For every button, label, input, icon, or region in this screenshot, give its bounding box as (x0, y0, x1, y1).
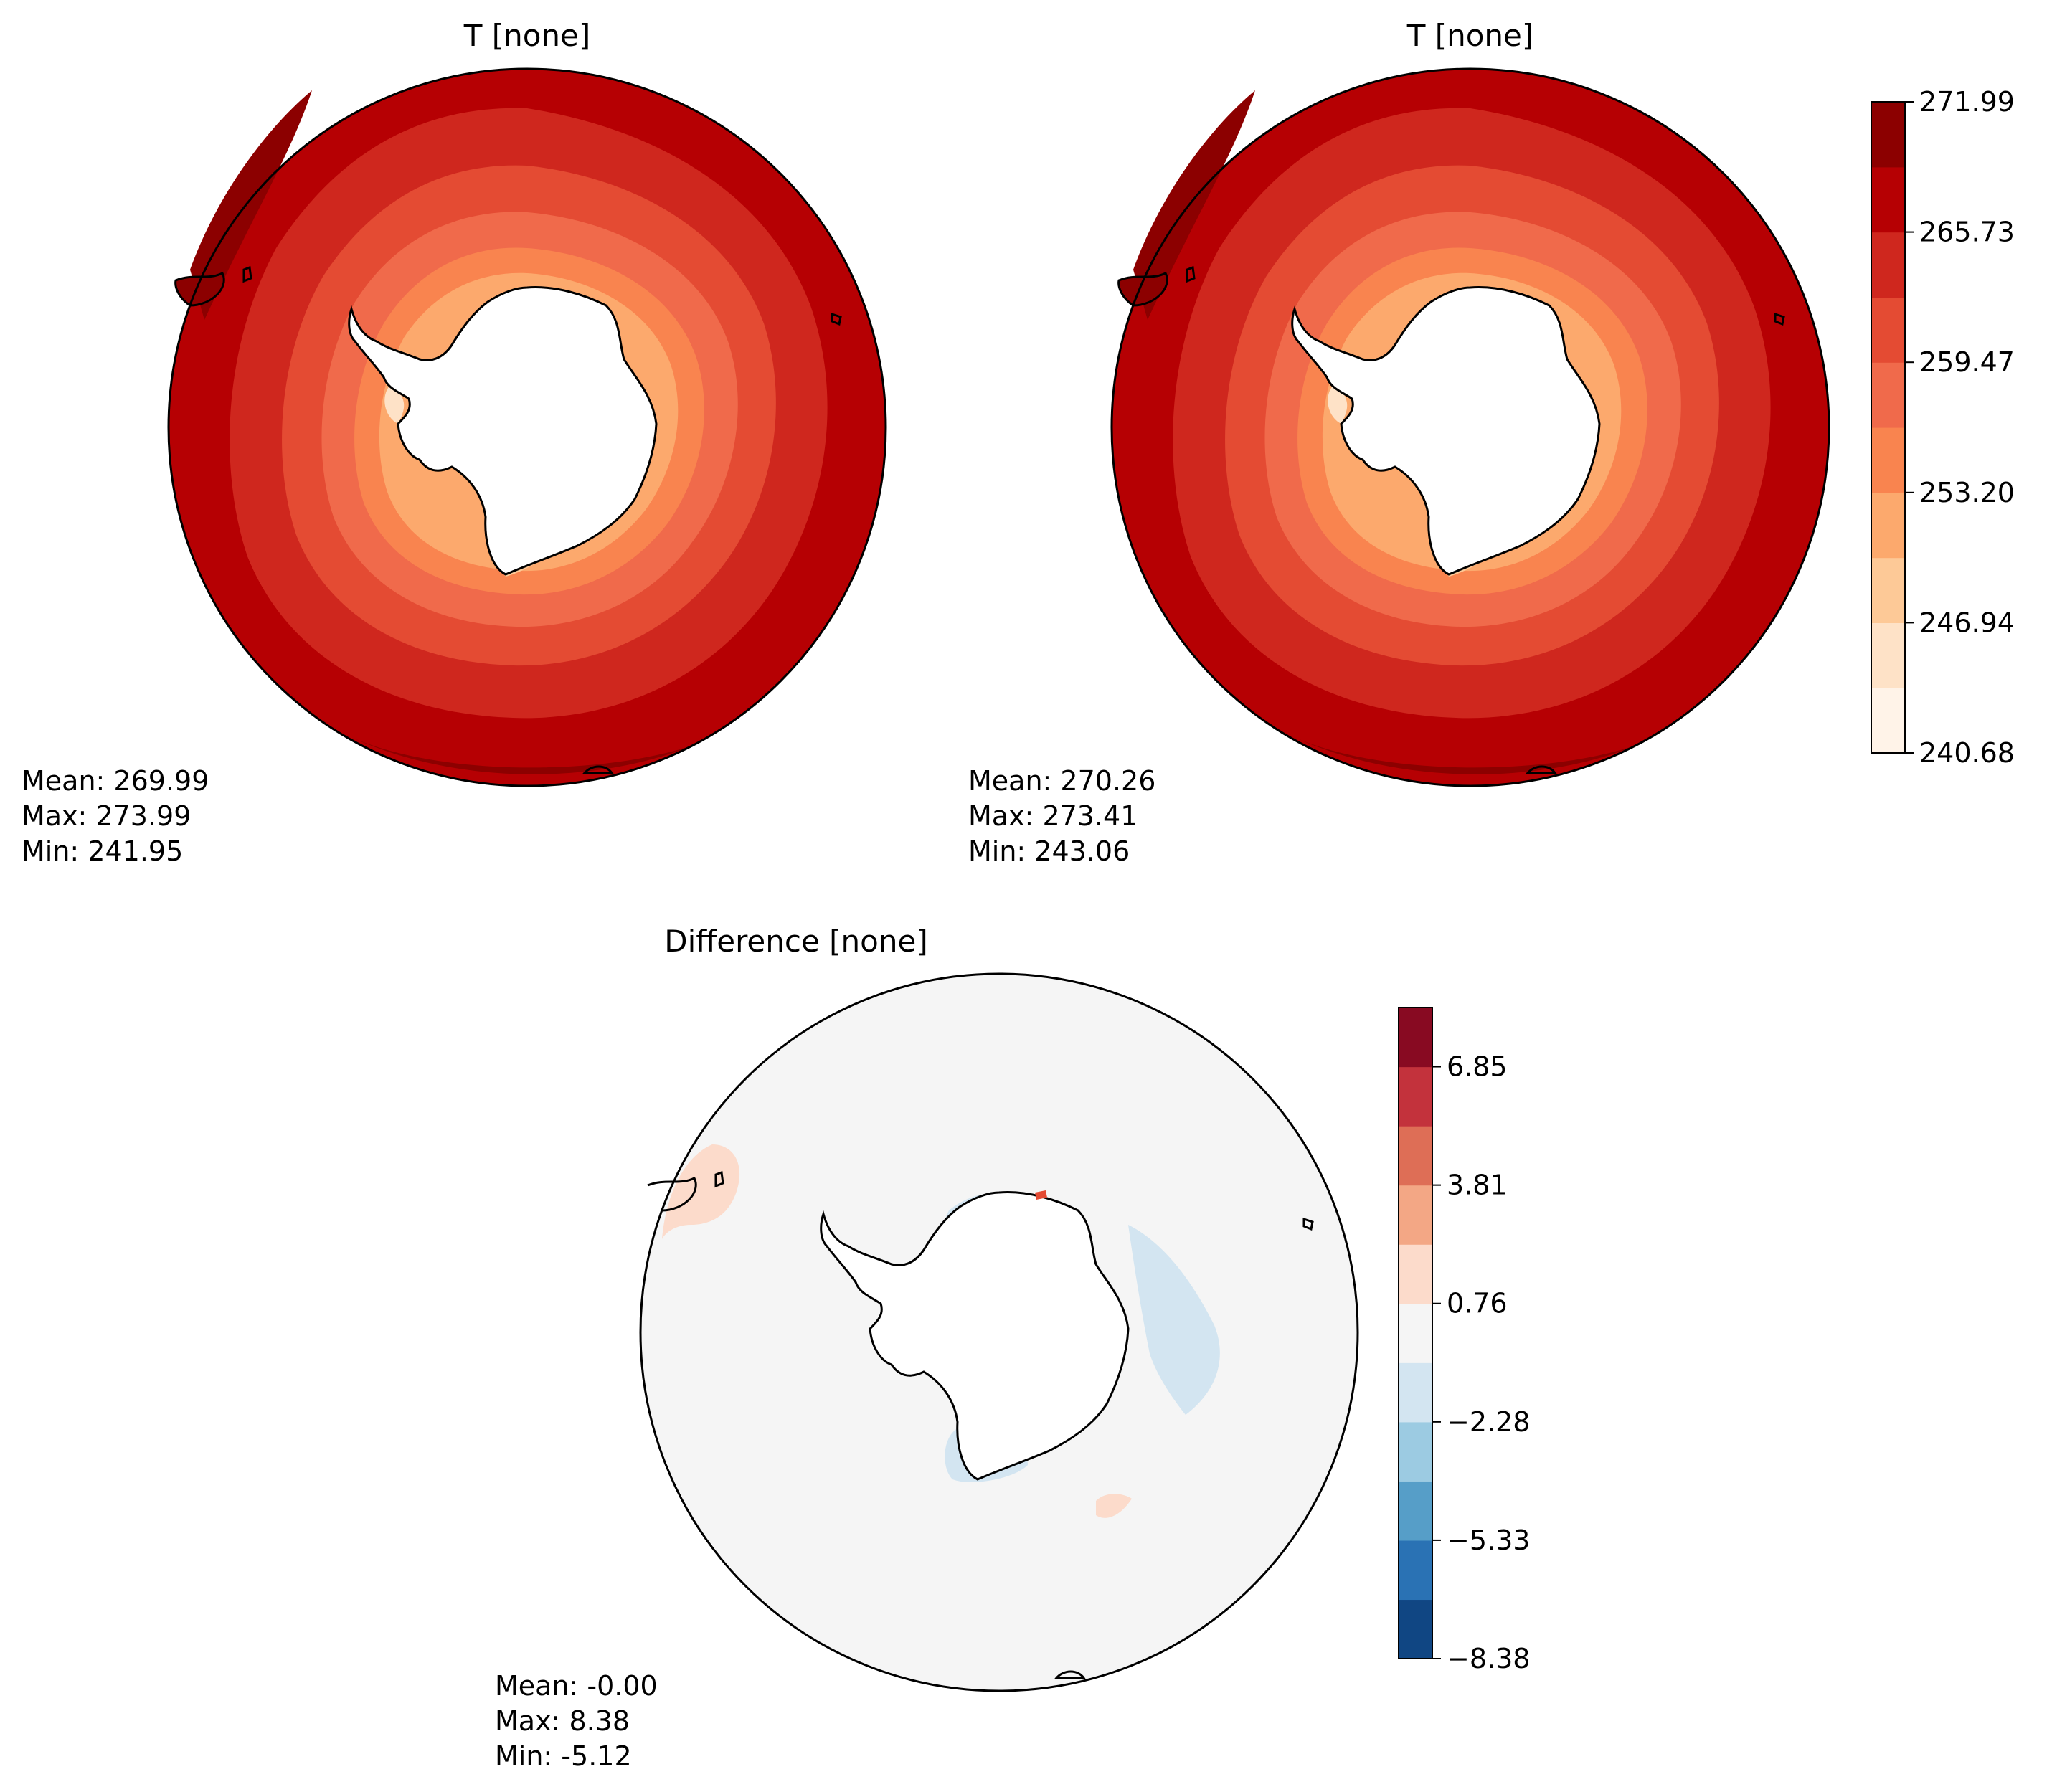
stat-max: Max: 8.38 (495, 1705, 630, 1737)
stat-min: Min: -5.12 (495, 1740, 632, 1772)
colorbar-tick-label: 246.94 (1919, 607, 2015, 638)
stat-max: Max: 273.41 (968, 800, 1138, 832)
colorbar-swatch (1871, 622, 1905, 688)
colorbar-tick-label: 253.20 (1919, 477, 2015, 508)
colorbar-swatch (1399, 1599, 1432, 1659)
colorbar-swatch (1399, 1066, 1432, 1127)
map-panel-difference: Difference [none] Mean: -0.00 Max: 8.38 … (495, 924, 1359, 1772)
colorbar-tick-label: 271.99 (1919, 86, 2015, 118)
colorbar-swatch (1871, 362, 1905, 428)
colorbar-swatch (1399, 1126, 1432, 1186)
map-panel-left: T [none] Mean: 269.99 Max: 273.99 Min: 2… (22, 18, 887, 867)
colorbar-swatch (1871, 297, 1905, 363)
colorbar-tick-label: −2.28 (1447, 1406, 1530, 1438)
colorbar-tick-label: −8.38 (1447, 1643, 1530, 1674)
colorbar-swatch (1871, 166, 1905, 233)
colorbar-swatch (1871, 492, 1905, 559)
stat-max: Max: 273.99 (22, 800, 191, 832)
colorbar-swatch (1399, 1421, 1432, 1482)
stat-mean: Mean: 269.99 (22, 765, 209, 797)
panel-title: T [none] (463, 18, 591, 53)
colorbar-tick-label: 3.81 (1447, 1170, 1508, 1201)
colorbar-swatch (1399, 1303, 1432, 1363)
colorbar-swatch (1399, 1481, 1432, 1541)
map-panel-right: T [none] Mean: 270.26 Max: 273.41 Min: 2… (968, 18, 1830, 867)
colorbar-tick-label: 0.76 (1447, 1288, 1508, 1319)
stat-min: Min: 243.06 (968, 835, 1130, 867)
stat-mean: Mean: 270.26 (968, 765, 1155, 797)
stat-min: Min: 241.95 (22, 835, 183, 867)
colorbar-swatch (1399, 1362, 1432, 1423)
colorbar-swatch (1399, 1540, 1432, 1601)
colorbar-tick-label: 259.47 (1919, 346, 2015, 378)
colorbar-tick-label: 265.73 (1919, 217, 2015, 248)
colorbar-difference: −8.38 −5.33 −2.28 0.76 3.81 6.85 (1398, 1007, 1530, 1674)
polar-map (639, 972, 1359, 1692)
colorbar-swatch (1399, 1244, 1432, 1304)
colorbar-swatch (1871, 557, 1905, 623)
colorbar-swatch (1871, 427, 1905, 493)
panel-title: T [none] (1406, 18, 1534, 53)
colorbar-swatch (1871, 232, 1905, 298)
colorbar-swatch (1399, 1008, 1432, 1068)
colorbar-swatch (1871, 102, 1905, 168)
panel-title: Difference [none] (664, 924, 927, 959)
stat-mean: Mean: -0.00 (495, 1670, 658, 1702)
colorbar-tick-label: −5.33 (1447, 1525, 1530, 1556)
colorbar-tick-label: 6.85 (1447, 1051, 1508, 1083)
colorbar-swatch (1399, 1185, 1432, 1245)
colorbar-temperature: 240.68 246.94 253.20 259.47 265.73 271.99 (1871, 86, 2015, 769)
colorbar-swatch (1871, 688, 1905, 754)
polar-map (167, 67, 887, 787)
colorbar-tick-label: 240.68 (1919, 737, 2015, 769)
polar-map (1110, 67, 1830, 787)
